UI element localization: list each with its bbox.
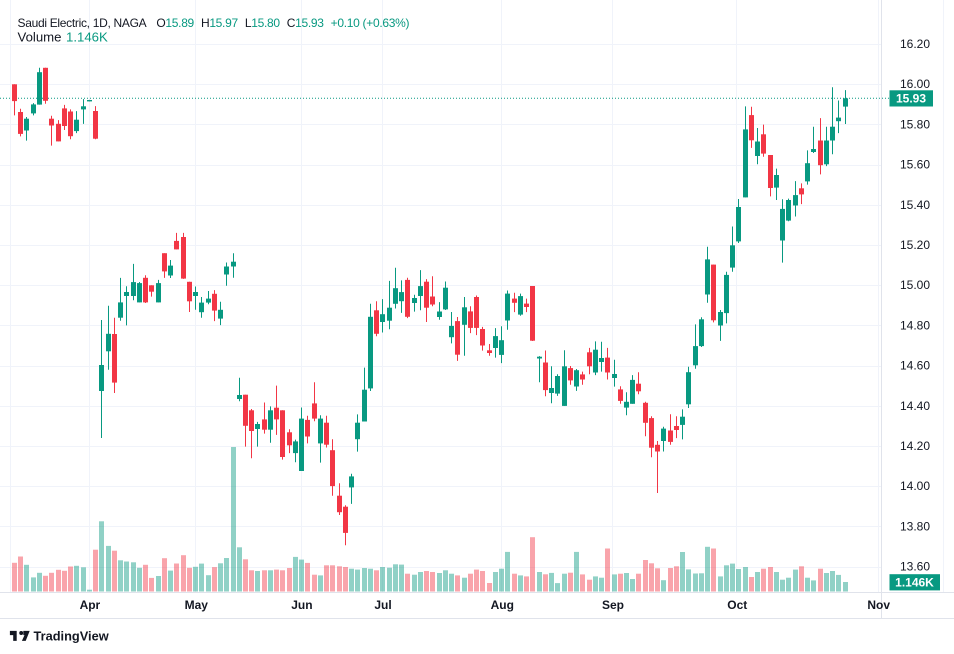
svg-text:Aug: Aug [491, 598, 514, 612]
svg-text:16.20: 16.20 [900, 37, 930, 51]
svg-text:TradingView: TradingView [34, 629, 109, 644]
svg-text:15.20: 15.20 [900, 238, 930, 252]
svg-text:Jun: Jun [291, 598, 312, 612]
svg-text:14.00: 14.00 [900, 479, 930, 493]
svg-text:Nov: Nov [867, 598, 890, 612]
svg-text:15.40: 15.40 [900, 198, 930, 212]
svg-text:15.93: 15.93 [896, 92, 926, 106]
svg-text:Apr: Apr [80, 598, 101, 612]
svg-text:Sep: Sep [602, 598, 624, 612]
svg-text:Oct: Oct [727, 598, 747, 612]
svg-text:Jul: Jul [374, 598, 391, 612]
svg-text:14.20: 14.20 [900, 439, 930, 453]
svg-text:14.60: 14.60 [900, 359, 930, 373]
svg-text:14.80: 14.80 [900, 318, 930, 332]
svg-text:15.60: 15.60 [900, 158, 930, 172]
svg-text:16.00: 16.00 [900, 77, 930, 91]
svg-text:15.80: 15.80 [900, 117, 930, 131]
svg-text:14.40: 14.40 [900, 399, 930, 413]
svg-text:13.80: 13.80 [900, 519, 930, 533]
svg-text:13.60: 13.60 [900, 560, 930, 574]
svg-text:May: May [185, 598, 209, 612]
svg-text:15.00: 15.00 [900, 278, 930, 292]
svg-text:1.146K: 1.146K [895, 575, 934, 589]
